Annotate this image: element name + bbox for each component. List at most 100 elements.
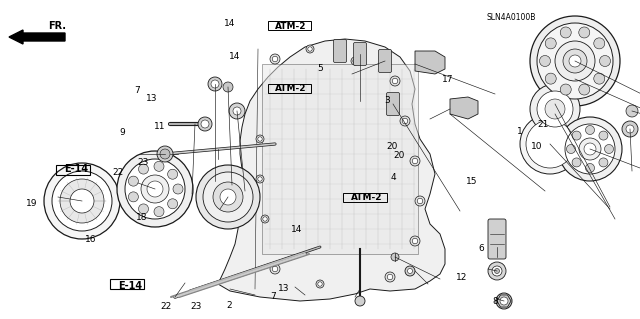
Circle shape [160,149,170,159]
Text: 14: 14 [224,19,236,28]
Circle shape [391,253,399,261]
Circle shape [138,204,148,214]
Circle shape [520,114,580,174]
Circle shape [233,107,241,115]
Circle shape [492,266,502,276]
Circle shape [500,297,508,305]
Text: 19: 19 [26,199,37,208]
Circle shape [403,118,408,124]
Text: 17: 17 [442,75,453,84]
Circle shape [540,56,550,66]
Circle shape [270,54,280,64]
Circle shape [412,158,418,164]
Circle shape [198,117,212,131]
Circle shape [496,293,512,309]
Circle shape [415,196,425,206]
Circle shape [605,145,614,153]
Circle shape [537,91,573,127]
Circle shape [258,177,262,181]
Circle shape [256,175,264,183]
Text: 9: 9 [119,128,125,137]
Circle shape [351,57,359,65]
Circle shape [353,59,357,63]
Polygon shape [218,39,445,301]
Text: 15: 15 [466,177,477,186]
Text: E-14: E-14 [118,280,143,291]
Text: 20: 20 [394,151,405,160]
Circle shape [560,27,572,38]
Circle shape [410,236,420,246]
Circle shape [555,41,595,81]
Circle shape [154,207,164,217]
Text: 23: 23 [138,158,149,167]
FancyBboxPatch shape [353,42,367,65]
Circle shape [626,105,638,117]
Circle shape [318,282,322,286]
Text: 8: 8 [493,297,499,306]
Circle shape [60,179,104,223]
Circle shape [594,38,605,49]
Text: 21: 21 [538,120,549,129]
Circle shape [599,158,608,167]
Circle shape [530,84,580,134]
Circle shape [147,181,163,197]
Circle shape [201,120,209,128]
Text: 11: 11 [154,122,165,131]
Circle shape [157,146,173,162]
Circle shape [125,159,185,219]
Circle shape [622,121,638,137]
Circle shape [263,217,268,221]
Polygon shape [415,51,445,74]
Polygon shape [262,64,418,254]
Circle shape [392,78,397,84]
Circle shape [308,47,312,51]
Circle shape [272,56,278,62]
Text: 22: 22 [112,168,124,177]
Circle shape [405,266,415,276]
Circle shape [168,169,178,179]
Circle shape [545,73,556,84]
Circle shape [211,80,219,88]
FancyBboxPatch shape [378,49,392,72]
Text: SLN4A0100B: SLN4A0100B [486,13,536,22]
Circle shape [572,158,581,167]
Circle shape [258,137,262,141]
Text: FR.: FR. [48,21,66,31]
Circle shape [558,117,622,181]
Circle shape [579,27,590,38]
Circle shape [410,156,420,166]
Circle shape [138,164,148,174]
Text: 5: 5 [317,64,323,73]
Circle shape [173,184,183,194]
Circle shape [203,172,253,222]
Circle shape [594,73,605,84]
FancyBboxPatch shape [488,219,506,259]
Text: 3: 3 [384,96,390,105]
Circle shape [586,125,595,135]
Circle shape [545,99,565,119]
FancyBboxPatch shape [387,93,399,115]
Circle shape [196,165,260,229]
Circle shape [417,198,423,204]
Circle shape [213,182,243,212]
Text: 10: 10 [531,142,543,151]
Circle shape [566,145,575,153]
Text: 7: 7 [270,292,276,301]
Circle shape [526,120,574,168]
Circle shape [261,215,269,223]
Text: 23: 23 [191,302,202,311]
Polygon shape [497,295,511,307]
Circle shape [270,264,280,274]
Circle shape [412,238,418,244]
Circle shape [579,138,601,160]
Text: 18: 18 [136,213,147,222]
Text: ATM-2: ATM-2 [351,193,382,202]
FancyBboxPatch shape [333,40,346,63]
Circle shape [70,189,94,213]
Circle shape [545,38,556,49]
Text: 6: 6 [479,244,484,253]
Circle shape [387,274,393,280]
Circle shape [488,262,506,280]
Circle shape [129,176,138,186]
Circle shape [52,171,112,231]
